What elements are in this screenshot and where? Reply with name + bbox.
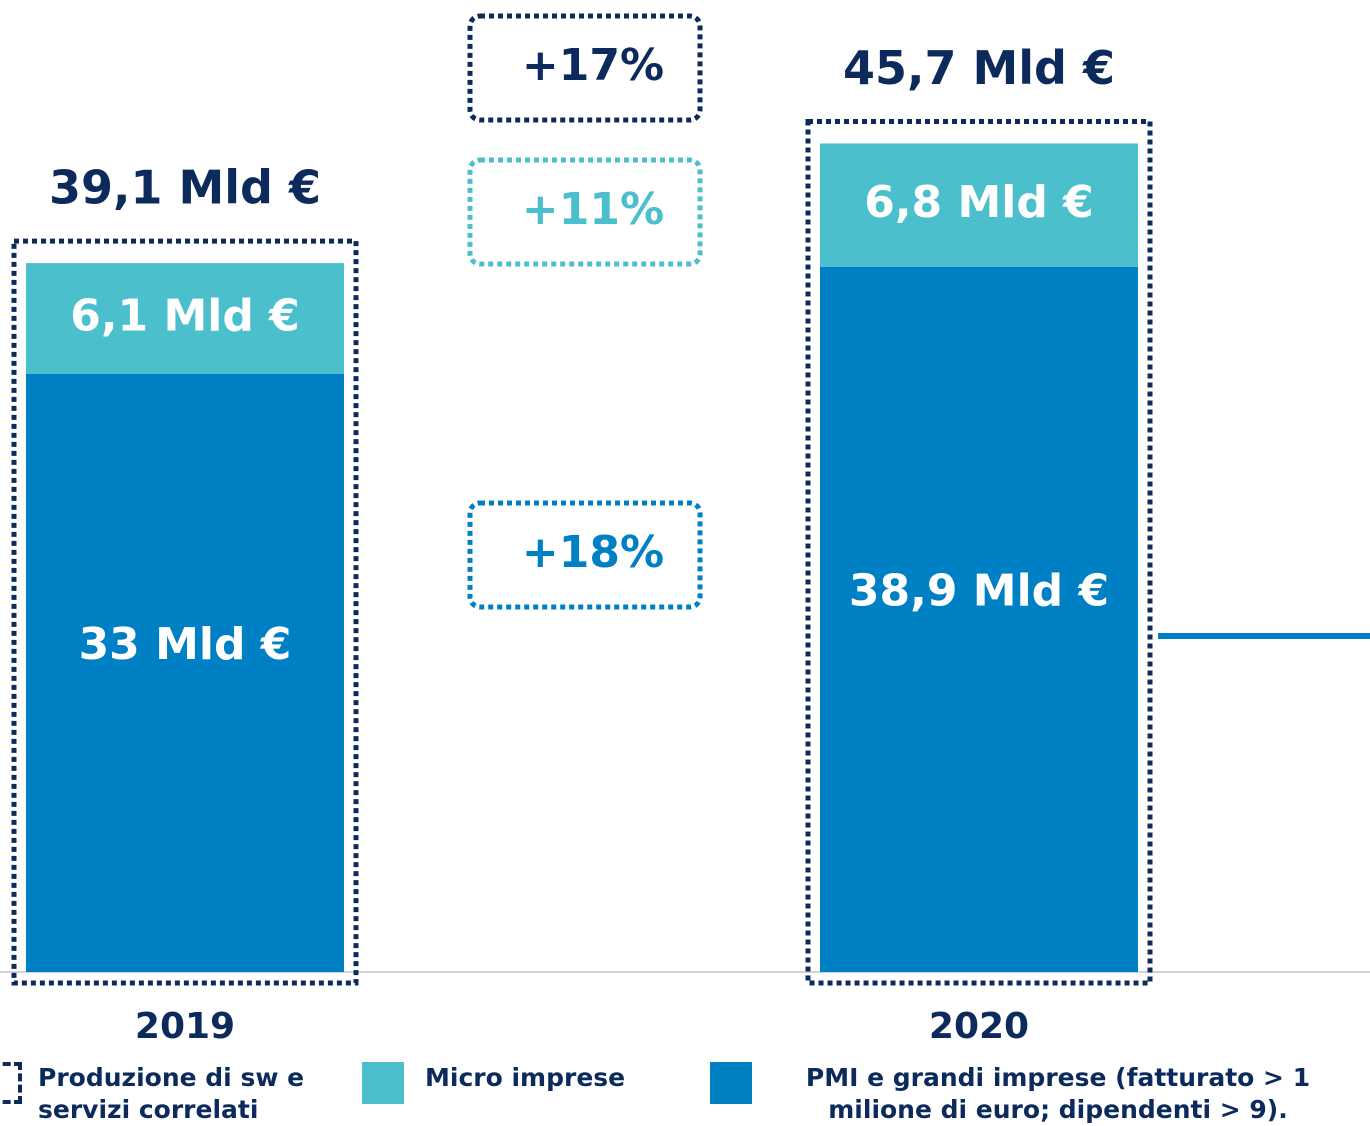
bar-segment xyxy=(26,373,344,973)
bar-segment xyxy=(26,263,344,374)
legend-swatch xyxy=(362,1062,404,1104)
total-box xyxy=(11,238,359,986)
segment-label: 6,1 Mld € xyxy=(70,290,300,341)
bar-segment xyxy=(820,143,1138,267)
growth-label: +18% xyxy=(522,527,664,578)
legend-swatch xyxy=(0,1062,22,1104)
growth-label: +17% xyxy=(522,40,664,91)
legend-label: Micro imprese xyxy=(425,1063,626,1092)
bar-segment xyxy=(820,266,1138,972)
legend-label: Produzione di sw e servizi correlati xyxy=(38,1063,305,1124)
growth-label: +11% xyxy=(522,184,664,235)
total-label: 39,1 Mld € xyxy=(49,161,321,215)
total-box xyxy=(805,118,1153,986)
legend-label: PMI e grandi imprese (fatturato > 1 mili… xyxy=(805,1063,1311,1124)
legend-swatch xyxy=(710,1062,752,1104)
segment-label: 33 Mld € xyxy=(79,619,292,670)
segment-label: 38,9 Mld € xyxy=(849,565,1109,616)
x-tick-label: 2020 xyxy=(929,1006,1029,1047)
segment-label: 6,8 Mld € xyxy=(864,177,1094,228)
total-label: 45,7 Mld € xyxy=(843,41,1115,95)
x-tick-label: 2019 xyxy=(135,1006,235,1047)
